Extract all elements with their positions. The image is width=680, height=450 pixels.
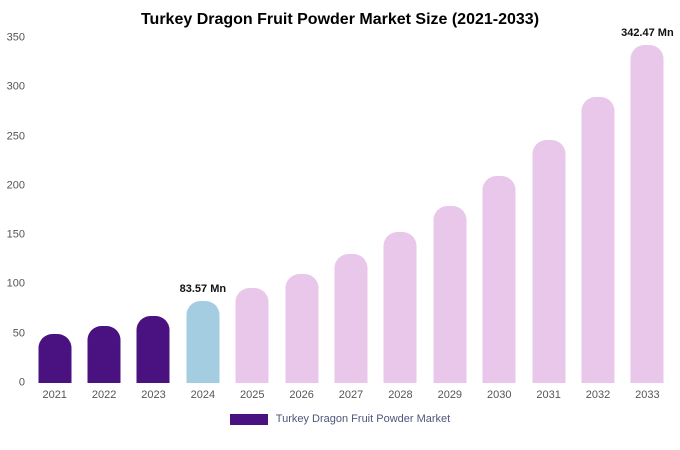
y-tick-label: 150 <box>6 228 25 241</box>
y-tick-label: 300 <box>6 80 25 93</box>
data-label: 342.47 Mn <box>621 27 674 40</box>
bar-slot <box>277 38 326 383</box>
legend[interactable]: Turkey Dragon Fruit Powder Market <box>0 413 680 425</box>
x-tick-label: 2021 <box>42 389 67 401</box>
x-tick-label: 2028 <box>388 389 413 401</box>
x-tick-label: 2027 <box>338 389 364 401</box>
bar-slot <box>425 38 474 383</box>
bar-2029[interactable] <box>433 205 467 383</box>
y-tick-label: 50 <box>12 327 25 340</box>
bar-slot <box>228 38 277 383</box>
bar-2026[interactable] <box>285 273 319 383</box>
legend-label: Turkey Dragon Fruit Powder Market <box>275 413 451 425</box>
bar-slot <box>79 38 128 383</box>
bar-2031[interactable] <box>532 139 566 383</box>
bar-slot <box>524 38 573 383</box>
y-tick-label: 100 <box>6 277 25 290</box>
bar-slot <box>573 38 622 383</box>
bar-slot <box>475 38 524 383</box>
bar-2028[interactable] <box>383 232 417 383</box>
bar-2025[interactable] <box>235 288 269 383</box>
legend-swatch <box>229 413 268 425</box>
bar-slot: 83.57 Mn <box>178 38 227 383</box>
bar-2032[interactable] <box>581 97 615 383</box>
x-tick-label: 2025 <box>240 389 265 401</box>
y-tick-label: 200 <box>6 179 25 192</box>
x-axis-row: 2021 2022 2023 2024 2025 2026 2027 2028 2029 2030… <box>0 383 680 401</box>
chart-title: Turkey Dragon Fruit Powder Market Size (… <box>140 11 540 28</box>
bar-2021[interactable] <box>38 333 72 383</box>
x-tick-label: 2026 <box>289 389 314 401</box>
bar-2024[interactable] <box>186 300 220 383</box>
x-tick-label: 2023 <box>141 389 166 401</box>
x-tick-label: 2029 <box>437 389 463 401</box>
bar-2033[interactable] <box>630 45 664 383</box>
bar-slot <box>30 38 79 383</box>
x-tick-label: 2033 <box>635 389 660 401</box>
bar-2030[interactable] <box>482 176 516 383</box>
y-tick-label: 350 <box>6 31 25 44</box>
data-label: 83.57 Mn <box>179 282 227 295</box>
bar-slot <box>129 38 178 383</box>
y-axis-spacer <box>0 383 30 401</box>
bar-2022[interactable] <box>87 325 121 383</box>
bar-slot: 342.47 Mn <box>621 27 674 383</box>
y-axis: 0 50 100 150 200 250 300 350 <box>0 32 30 388</box>
plot-area: 83.57 Mn 342.47 Mn <box>30 27 674 383</box>
bar-2027[interactable] <box>334 253 368 383</box>
x-tick-label: 2022 <box>91 389 117 401</box>
x-tick-label: 2032 <box>585 389 611 401</box>
x-tick-label: 2030 <box>486 389 512 401</box>
x-axis: 2021 2022 2023 2024 2025 2026 2027 2028 2029 2030… <box>30 383 672 401</box>
chart: 0 50 100 150 200 250 300 350 83.57 Mn 342.47 Mn <box>0 27 680 388</box>
bar-slot <box>376 38 425 383</box>
x-tick-label: 2031 <box>536 389 561 401</box>
y-tick-label: 250 <box>6 130 25 143</box>
bar-2023[interactable] <box>136 315 170 383</box>
y-tick-label: 0 <box>18 376 25 389</box>
bar-slot <box>326 38 375 383</box>
x-tick-label: 2024 <box>190 389 216 401</box>
